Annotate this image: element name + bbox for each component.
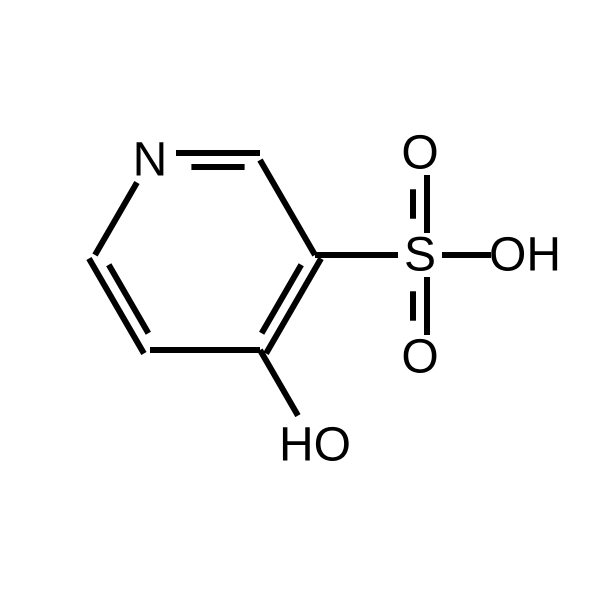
atom-label-o2: O <box>401 331 438 384</box>
atom-label-n: N <box>133 134 168 187</box>
molecule-diagram: N SO O OH HO <box>0 0 600 600</box>
atom-label-o1: O <box>401 127 438 180</box>
bond <box>95 183 137 255</box>
atom-label-s: S <box>404 229 436 282</box>
bond <box>260 350 298 416</box>
atom-label-o3: OH <box>489 229 561 282</box>
bond <box>260 160 315 255</box>
atom-label-o4: HO <box>279 419 351 472</box>
